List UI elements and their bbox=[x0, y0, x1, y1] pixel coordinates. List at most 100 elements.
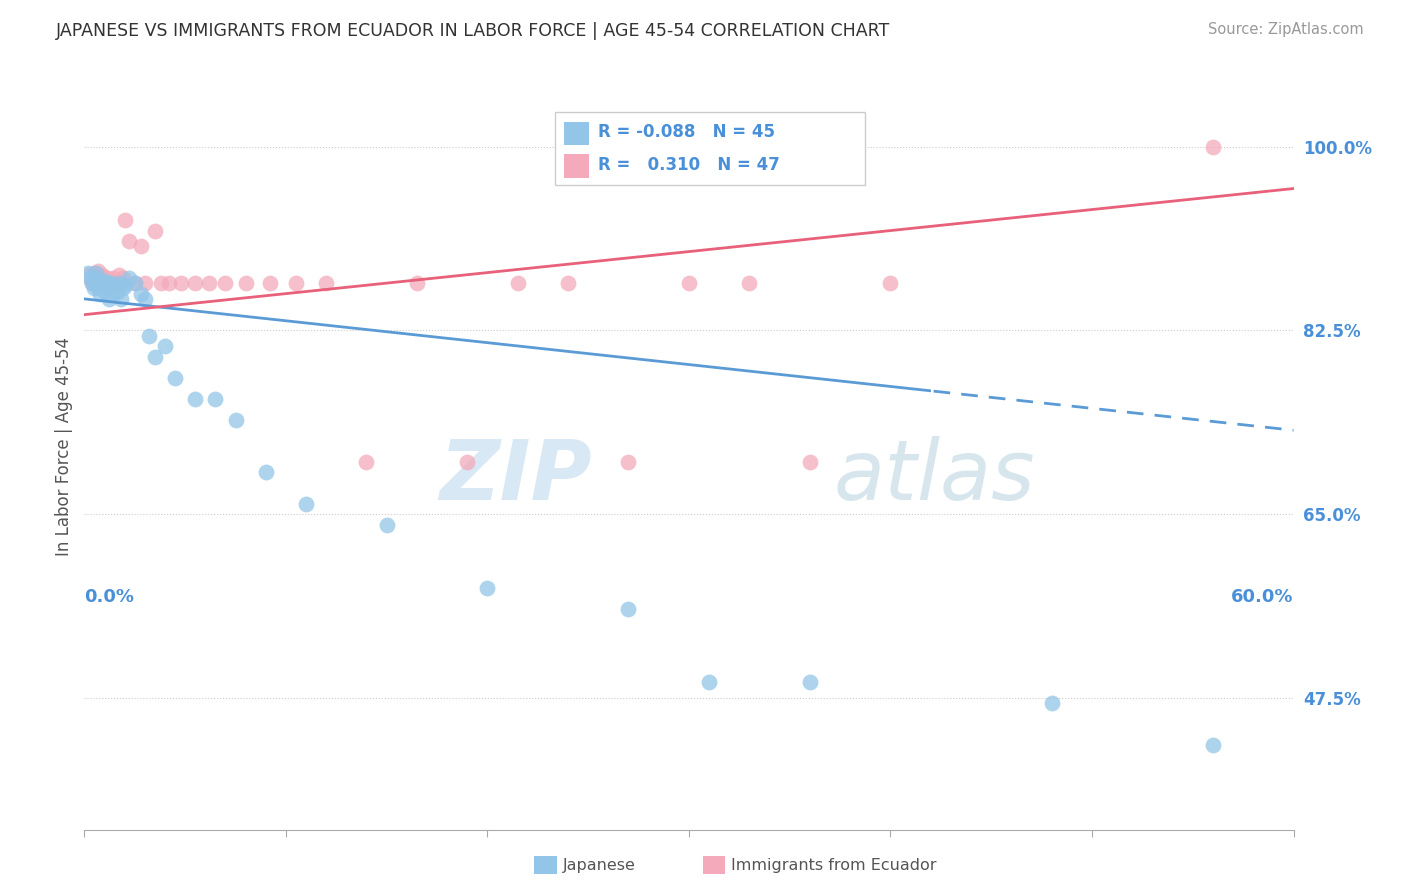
Text: R =   0.310   N = 47: R = 0.310 N = 47 bbox=[598, 156, 779, 174]
Point bbox=[110, 276, 132, 290]
Point bbox=[89, 271, 111, 285]
Point bbox=[93, 285, 115, 299]
Point bbox=[114, 213, 136, 227]
Point bbox=[129, 239, 152, 253]
Point bbox=[82, 276, 104, 290]
Point bbox=[406, 276, 429, 290]
Point bbox=[198, 276, 221, 290]
Text: 60.0%: 60.0% bbox=[1232, 588, 1294, 606]
Point bbox=[235, 276, 257, 290]
Point bbox=[170, 276, 193, 290]
Point bbox=[138, 328, 160, 343]
Point bbox=[1202, 139, 1225, 153]
Point bbox=[87, 271, 110, 285]
Point bbox=[1040, 697, 1063, 711]
Point bbox=[285, 276, 308, 290]
Point bbox=[82, 276, 104, 290]
Point bbox=[96, 276, 118, 290]
Point bbox=[93, 274, 115, 288]
Text: Source: ZipAtlas.com: Source: ZipAtlas.com bbox=[1208, 22, 1364, 37]
Point bbox=[77, 266, 100, 280]
Point bbox=[107, 268, 129, 282]
Point bbox=[184, 276, 207, 290]
Point bbox=[101, 271, 124, 285]
Point bbox=[617, 602, 640, 616]
Point bbox=[153, 339, 176, 353]
Point bbox=[456, 455, 478, 469]
Point bbox=[259, 276, 281, 290]
Text: Immigrants from Ecuador: Immigrants from Ecuador bbox=[731, 858, 936, 872]
Point bbox=[101, 286, 124, 301]
Point bbox=[879, 276, 901, 290]
Point bbox=[77, 268, 100, 282]
Point bbox=[86, 276, 108, 290]
Point bbox=[91, 278, 114, 293]
Point bbox=[124, 276, 146, 290]
Point bbox=[104, 278, 127, 293]
Point bbox=[254, 465, 277, 479]
Text: Japanese: Japanese bbox=[562, 858, 636, 872]
Text: 0.0%: 0.0% bbox=[84, 588, 135, 606]
Point bbox=[617, 455, 640, 469]
Point bbox=[100, 276, 122, 290]
Point bbox=[111, 271, 134, 285]
Point bbox=[87, 281, 110, 295]
Point bbox=[214, 276, 236, 290]
Point bbox=[79, 271, 101, 285]
Point bbox=[134, 276, 156, 290]
Point bbox=[356, 455, 378, 469]
Point bbox=[557, 276, 579, 290]
Point bbox=[91, 268, 114, 282]
Point bbox=[97, 292, 120, 306]
Point bbox=[83, 266, 105, 280]
Point bbox=[86, 271, 108, 285]
Point bbox=[105, 276, 128, 290]
Point bbox=[738, 276, 761, 290]
Point bbox=[143, 350, 166, 364]
Point bbox=[87, 263, 110, 277]
Point bbox=[79, 271, 101, 285]
Point bbox=[89, 276, 111, 290]
Point bbox=[799, 675, 821, 690]
Point bbox=[83, 271, 105, 285]
Point bbox=[89, 276, 111, 290]
Point bbox=[149, 276, 172, 290]
Point bbox=[86, 276, 108, 290]
Point bbox=[506, 276, 529, 290]
Point bbox=[134, 292, 156, 306]
Point bbox=[697, 675, 720, 690]
Point bbox=[204, 392, 226, 406]
Point bbox=[295, 497, 318, 511]
Point bbox=[143, 223, 166, 237]
Point bbox=[118, 271, 141, 285]
Point bbox=[104, 276, 127, 290]
Point bbox=[97, 281, 120, 295]
Text: R = -0.088   N = 45: R = -0.088 N = 45 bbox=[598, 123, 775, 141]
Point bbox=[678, 276, 700, 290]
Point bbox=[477, 581, 499, 595]
Point bbox=[114, 278, 136, 293]
Point bbox=[110, 292, 132, 306]
Point bbox=[165, 370, 187, 384]
Point bbox=[93, 276, 115, 290]
Point bbox=[89, 286, 111, 301]
Point bbox=[86, 266, 108, 280]
Point bbox=[118, 234, 141, 248]
Point bbox=[97, 281, 120, 295]
Point bbox=[107, 276, 129, 290]
Point bbox=[105, 285, 128, 299]
Point bbox=[124, 276, 146, 290]
Point bbox=[315, 276, 337, 290]
Point bbox=[225, 413, 247, 427]
Point bbox=[129, 286, 152, 301]
Text: JAPANESE VS IMMIGRANTS FROM ECUADOR IN LABOR FORCE | AGE 45-54 CORRELATION CHART: JAPANESE VS IMMIGRANTS FROM ECUADOR IN L… bbox=[56, 22, 890, 40]
Y-axis label: In Labor Force | Age 45-54: In Labor Force | Age 45-54 bbox=[55, 336, 73, 556]
Point bbox=[1202, 739, 1225, 753]
Text: ZIP: ZIP bbox=[440, 436, 592, 517]
Point bbox=[111, 281, 134, 295]
Point bbox=[799, 455, 821, 469]
Point bbox=[157, 276, 180, 290]
Point bbox=[184, 392, 207, 406]
Point bbox=[100, 276, 122, 290]
Point bbox=[375, 517, 398, 532]
